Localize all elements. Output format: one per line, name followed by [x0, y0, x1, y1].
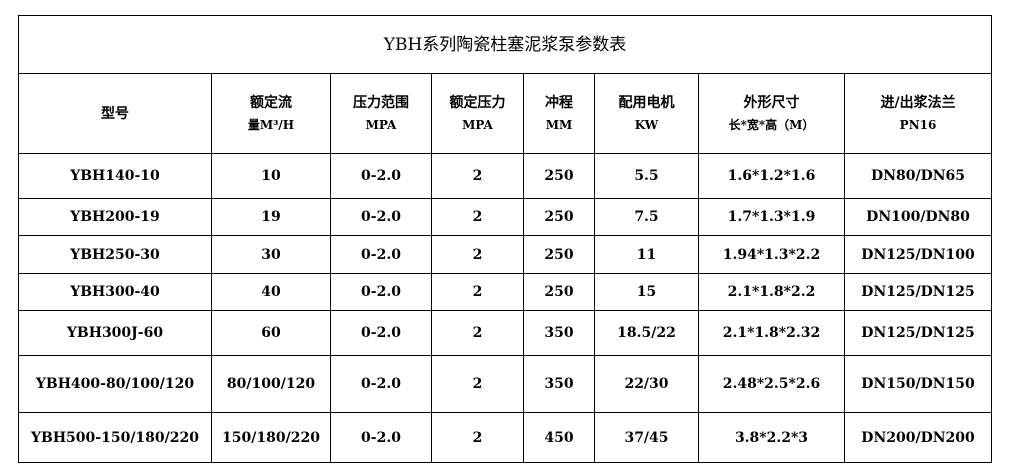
header-unit: PN16 [899, 117, 937, 132]
cell-model: YBH200-19 [18, 198, 212, 236]
header-pressure-range: 压力范围 MPA [330, 73, 432, 154]
cell-rated-pressure: 2 [431, 412, 524, 463]
header-stroke: 冲程 MM [523, 73, 595, 154]
cell-dimensions: 2.1*1.8*2.2 [698, 273, 845, 311]
cell-model: YBH250-30 [18, 235, 212, 274]
cell-motor-power: 15 [594, 273, 699, 311]
header-unit: MM [545, 117, 573, 132]
header-label: 压力范围 [353, 94, 409, 111]
cell-stroke: 250 [523, 153, 595, 199]
cell-dimensions: 2.1*1.8*2.32 [698, 310, 845, 356]
header-row: 型号 额定流量M³/H 压力范围 MPA 额定压力 MPA 冲程 MM 配用电机 KW 外形尺寸长*… [18, 73, 993, 154]
cell-flange: DN125/DN100 [843, 235, 993, 274]
cell-flange: DN150/DN150 [843, 355, 993, 413]
header-label: 配用电机 [618, 94, 675, 111]
table-row: YBH300-40 40 0-2.0 2 250 15 2.1*1.8*2.2 DN125/D… [18, 273, 993, 311]
cell-model: YBH500-150/180/220 [18, 412, 212, 463]
cell-stroke: 250 [523, 235, 595, 274]
cell-flow: 60 [211, 310, 331, 356]
cell-stroke: 250 [523, 273, 595, 311]
header-label: 外形尺寸 [743, 94, 800, 111]
header-unit: MPA [462, 117, 493, 132]
header-label: 进/出浆法兰 [880, 94, 956, 111]
cell-model: YBH140-10 [18, 153, 212, 199]
cell-rated-pressure: 2 [431, 235, 524, 274]
cell-flange: DN80/DN65 [843, 153, 993, 199]
cell-motor-power: 37/45 [594, 412, 699, 463]
cell-flow: 10 [211, 153, 331, 199]
cell-pressure-range: 0-2.0 [330, 153, 432, 199]
header-unit: MPA [365, 117, 397, 132]
cell-motor-power: 7.5 [594, 198, 699, 236]
header-flow: 额定流量M³/H [211, 73, 331, 154]
cell-flow: 80/100/120 [211, 355, 331, 413]
table-row: YBH300J-60 60 0-2.0 2 350 18.5/22 2.1*1.8*2.32… [18, 310, 993, 356]
cell-flow: 150/180/220 [211, 412, 331, 463]
table-row: YBH250-30 30 0-2.0 2 250 11 1.94*1.3*2.2 DN125/… [18, 235, 993, 274]
cell-flow: 30 [211, 235, 331, 274]
cell-pressure-range: 0-2.0 [330, 235, 432, 274]
cell-pressure-range: 0-2.0 [330, 355, 432, 413]
table-row: YBH200-19 19 0-2.0 2 250 7.5 1.7*1.3*1.9 DN100/… [18, 198, 993, 236]
cell-dimensions: 3.8*2.2*3 [698, 412, 845, 463]
cell-pressure-range: 0-2.0 [330, 310, 432, 356]
cell-model: YBH400-80/100/120 [18, 355, 212, 413]
cell-model: YBH300J-60 [18, 310, 212, 356]
cell-pressure-range: 0-2.0 [330, 198, 432, 236]
cell-motor-power: 11 [594, 235, 699, 274]
cell-rated-pressure: 2 [431, 310, 524, 356]
cell-model: YBH300-40 [18, 273, 212, 311]
pump-parameter-table: YBH系列陶瓷柱塞泥浆泵参数表 型号 额定流量M³/H 压力范围 MPA 额定压力 MPA… [17, 15, 993, 463]
table-row: YBH400-80/100/120 80/100/120 0-2.0 2 350 22/3… [18, 355, 993, 413]
cell-dimensions: 1.7*1.3*1.9 [698, 198, 845, 236]
table-row: YBH140-10 10 0-2.0 2 250 5.5 1.6*1.2*1.6 DN80/D… [18, 153, 993, 199]
cell-stroke: 350 [523, 310, 595, 356]
header-label: 冲程 [545, 94, 573, 111]
cell-dimensions: 1.6*1.2*1.6 [698, 153, 845, 199]
cell-stroke: 250 [523, 198, 595, 236]
header-motor-power: 配用电机 KW [594, 73, 699, 154]
cell-flange: DN100/DN80 [843, 198, 993, 236]
table-title: YBH系列陶瓷柱塞泥浆泵参数表 [17, 15, 993, 74]
header-unit: KW [634, 117, 659, 132]
cell-flange: DN200/DN200 [843, 412, 993, 463]
header-label: 额定流 [250, 94, 292, 111]
cell-motor-power: 18.5/22 [594, 310, 699, 356]
cell-rated-pressure: 2 [431, 153, 524, 199]
cell-pressure-range: 0-2.0 [330, 273, 432, 311]
cell-pressure-range: 0-2.0 [330, 412, 432, 463]
cell-stroke: 450 [523, 412, 595, 463]
header-flange: 进/出浆法兰 PN16 [843, 73, 993, 154]
header-model: 型号 [18, 73, 212, 154]
cell-motor-power: 22/30 [594, 355, 699, 413]
cell-dimensions: 1.94*1.3*2.2 [698, 235, 845, 274]
table-row: YBH500-150/180/220 150/180/220 0-2.0 2 450 37… [18, 412, 993, 463]
cell-flow: 19 [211, 198, 331, 236]
cell-motor-power: 5.5 [594, 153, 699, 199]
header-label: 额定压力 [449, 94, 506, 111]
cell-flow: 40 [211, 273, 331, 311]
cell-rated-pressure: 2 [431, 198, 524, 236]
cell-flange: DN125/DN125 [843, 310, 993, 356]
cell-flange: DN125/DN125 [843, 273, 993, 311]
cell-dimensions: 2.48*2.5*2.6 [698, 355, 845, 413]
cell-rated-pressure: 2 [431, 355, 524, 413]
header-unit: 长*宽*高（M） [728, 117, 815, 132]
header-dimensions: 外形尺寸长*宽*高（M） [698, 73, 845, 154]
header-unit: 量M³/H [247, 117, 295, 132]
cell-stroke: 350 [523, 355, 595, 413]
header-label: 型号 [101, 105, 129, 122]
cell-rated-pressure: 2 [431, 273, 524, 311]
header-rated-pressure: 额定压力 MPA [431, 73, 524, 154]
